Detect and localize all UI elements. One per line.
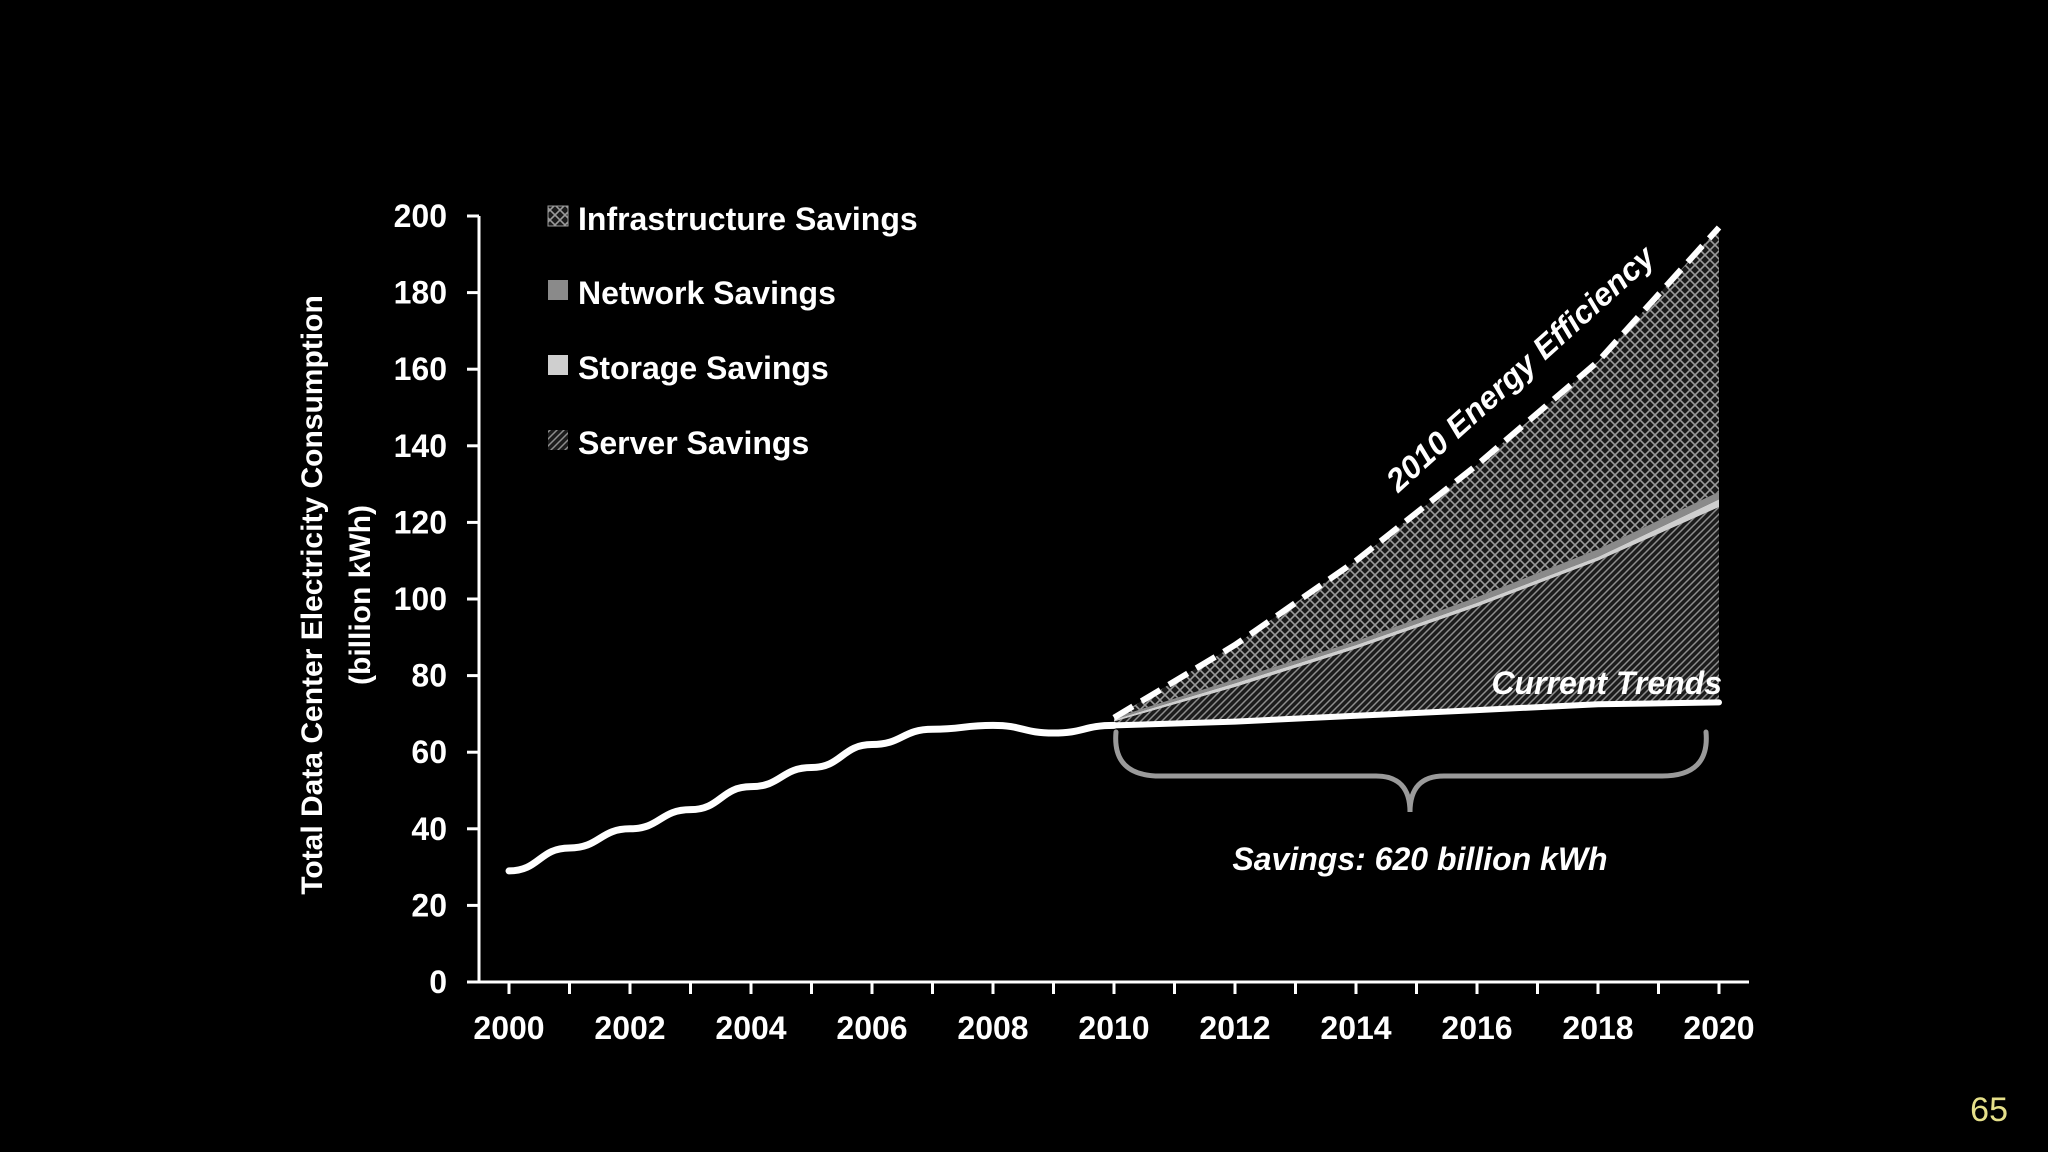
y-axis-title-line1: Total Data Center Electricity Consumptio…	[296, 295, 329, 895]
legend-label-infrastructure: Infrastructure Savings	[578, 201, 918, 237]
y-tick-label: 40	[411, 811, 447, 847]
x-tick-label: 2012	[1199, 1010, 1270, 1046]
x-tick-label: 2014	[1320, 1010, 1391, 1046]
legend-item-server: Server Savings	[548, 425, 809, 461]
y-tick-label: 60	[411, 734, 447, 770]
legend-item-network: Network Savings	[548, 275, 836, 311]
x-tick-label: 2010	[1078, 1010, 1149, 1046]
x-axis-ticks: 2000 2002 2004 2006 2008 2010 2012 2014 2016 2018…	[473, 982, 1755, 1046]
y-tick-label: 100	[394, 581, 447, 617]
y-axis-title-line2: (billion kWh)	[344, 505, 377, 685]
legend-swatch-infrastructure	[547, 205, 569, 227]
y-tick-label: 200	[394, 198, 447, 234]
y-axis-ticks: 0 20 40 60 80 100 120 140 160 180 200	[394, 198, 479, 1000]
y-tick-label: 180	[394, 275, 447, 311]
energy-efficiency-line	[1112, 225, 1722, 721]
legend-item-storage: Storage Savings	[548, 350, 829, 386]
savings-brace	[1113, 729, 1709, 813]
y-axis-title: Total Data Center Electricity Consumptio…	[296, 295, 377, 895]
legend-swatch-network	[548, 280, 568, 300]
current-trends-line	[1111, 699, 1722, 729]
y-tick-label: 20	[411, 887, 447, 923]
x-tick-label: 2004	[715, 1010, 786, 1046]
page-number: 65	[1970, 1091, 2008, 1129]
x-tick-label: 2002	[594, 1010, 665, 1046]
legend-label-network: Network Savings	[578, 275, 836, 311]
y-tick-label: 120	[394, 504, 447, 540]
historical-line	[505, 721, 1118, 875]
legend-item-infrastructure: Infrastructure Savings	[547, 201, 918, 237]
y-tick-label: 160	[394, 351, 447, 387]
infrastructure-savings-area	[1114, 227, 1719, 718]
x-tick-label: 2008	[957, 1010, 1028, 1046]
x-tick-label: 2018	[1562, 1010, 1633, 1046]
legend-label-storage: Storage Savings	[578, 350, 829, 386]
x-tick-label: 2016	[1441, 1010, 1512, 1046]
legend-swatch-server	[548, 430, 568, 450]
x-tick-label: 2020	[1683, 1010, 1754, 1046]
y-tick-label: 140	[394, 428, 447, 464]
savings-label: Savings: 620 billion kWh	[1232, 841, 1607, 877]
y-tick-label: 0	[429, 964, 447, 1000]
legend-swatch-storage	[548, 355, 568, 375]
x-tick-label: 2000	[473, 1010, 544, 1046]
current-trends-label: Current Trends	[1491, 665, 1722, 701]
y-tick-label: 80	[411, 658, 447, 694]
x-tick-label: 2006	[836, 1010, 907, 1046]
legend: Infrastructure Savings Network Savings S…	[547, 201, 918, 461]
legend-label-server: Server Savings	[578, 425, 809, 461]
server-savings-area	[1114, 507, 1719, 726]
